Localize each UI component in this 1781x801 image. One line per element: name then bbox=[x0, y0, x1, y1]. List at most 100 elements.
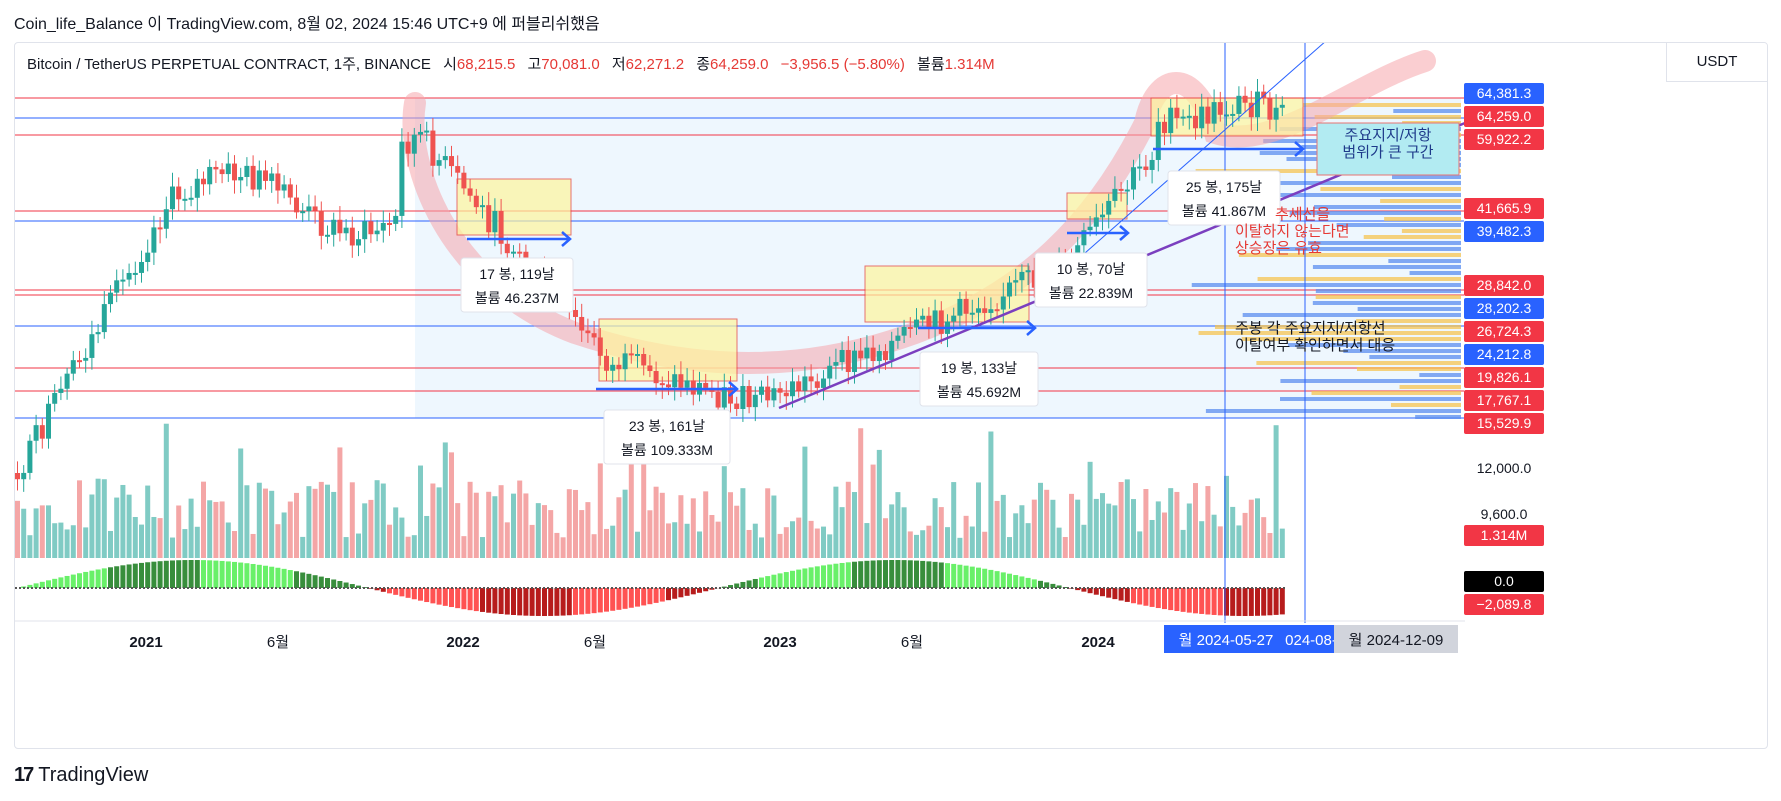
open-value: 68,215.5 bbox=[456, 56, 516, 73]
candle bbox=[312, 195, 318, 224]
tradingview-logo[interactable]: 17 TradingView bbox=[14, 764, 148, 787]
volume-bar bbox=[89, 494, 95, 558]
price-badge[interactable]: 1.314M bbox=[1464, 525, 1544, 546]
price-badge[interactable]: 59,922.2 bbox=[1464, 129, 1544, 150]
volume-bar bbox=[988, 431, 994, 558]
volume-bar bbox=[1081, 524, 1087, 558]
candle bbox=[132, 261, 138, 285]
volume-bar bbox=[449, 452, 454, 558]
volume-bar bbox=[387, 524, 392, 558]
currency-button[interactable]: USDT bbox=[1666, 43, 1767, 82]
osc-bar bbox=[982, 568, 988, 588]
candle bbox=[1174, 94, 1180, 129]
profile-bar bbox=[1320, 187, 1461, 191]
candle bbox=[325, 225, 330, 244]
price-badge[interactable]: 28,842.0 bbox=[1464, 275, 1544, 296]
volume-bar bbox=[715, 521, 721, 558]
range-box[interactable] bbox=[598, 318, 738, 382]
candle bbox=[790, 368, 795, 408]
candle bbox=[263, 160, 268, 190]
range-arrow bbox=[1067, 225, 1130, 241]
price-badge[interactable]: 28,202.3 bbox=[1464, 298, 1544, 319]
profile-bar bbox=[1384, 217, 1461, 221]
candle bbox=[994, 303, 1000, 318]
candle bbox=[914, 308, 919, 335]
candle bbox=[864, 335, 870, 371]
osc-bar bbox=[145, 562, 151, 588]
candle bbox=[256, 160, 262, 198]
chart-frame[interactable]: Bitcoin / TetherUS PERPETUAL CONTRACT, 1… bbox=[14, 42, 1768, 749]
date-badge-partial[interactable]: 024-08- bbox=[1285, 625, 1337, 653]
osc-bar bbox=[1162, 588, 1167, 610]
price-badge[interactable]: 41,665.9 bbox=[1464, 198, 1544, 219]
candle bbox=[895, 327, 901, 349]
candle bbox=[238, 167, 244, 194]
volume-bar bbox=[1273, 425, 1279, 558]
candle bbox=[380, 210, 386, 243]
volume-bar bbox=[188, 498, 194, 558]
volume-bar bbox=[1019, 505, 1025, 558]
price-badge[interactable]: 17,767.1 bbox=[1464, 390, 1544, 411]
candle bbox=[244, 157, 250, 187]
date-badge-2[interactable]: 월 2024-12-09 bbox=[1334, 625, 1458, 653]
candle bbox=[1025, 263, 1031, 286]
volume-bar bbox=[52, 523, 58, 558]
osc-bar bbox=[356, 585, 361, 588]
price-badge[interactable]: 19,826.1 bbox=[1464, 367, 1544, 388]
osc-bar bbox=[405, 588, 411, 598]
osc-bar bbox=[151, 561, 157, 588]
osc-bar bbox=[411, 588, 417, 600]
volume-bar bbox=[1248, 499, 1254, 558]
volume-bar bbox=[58, 522, 64, 558]
osc-bar bbox=[641, 588, 647, 606]
date-badge-1[interactable]: 월 2024-05-27 bbox=[1164, 625, 1288, 653]
osc-bar bbox=[628, 588, 634, 608]
price-badge[interactable]: 15,529.9 bbox=[1464, 413, 1544, 434]
osc-bar bbox=[194, 560, 200, 588]
volume-bar bbox=[560, 537, 566, 558]
candle bbox=[294, 184, 299, 219]
candle bbox=[1236, 86, 1242, 122]
price-badge[interactable]: −2,089.8 bbox=[1464, 594, 1544, 615]
range-box[interactable] bbox=[864, 265, 1030, 323]
profile-bar bbox=[1238, 253, 1461, 257]
osc-bar bbox=[306, 573, 312, 588]
candle bbox=[1031, 257, 1037, 298]
volume-bar bbox=[27, 535, 33, 558]
measure-line1: 10 봉, 70날 bbox=[1057, 261, 1126, 277]
change-value: −3,956.5 (−5.80%) bbox=[780, 56, 905, 73]
price-badge[interactable]: 0.0 bbox=[1464, 571, 1544, 592]
volume-bar bbox=[306, 486, 312, 558]
osc-bar bbox=[957, 564, 963, 588]
osc-bar bbox=[312, 575, 318, 588]
volume-bar bbox=[1236, 525, 1242, 558]
trendline-blue[interactable] bbox=[1084, 43, 1335, 254]
price-badge[interactable]: 64,259.0 bbox=[1464, 106, 1544, 127]
volume-bar bbox=[622, 489, 628, 558]
osc-bar bbox=[1081, 588, 1087, 592]
volume-bar bbox=[542, 505, 547, 558]
price-axis: 64,381.3 64,259.0 59,922.2 41,665.9 39,482.3… bbox=[1464, 43, 1567, 748]
osc-bar bbox=[864, 560, 870, 588]
candle bbox=[628, 344, 634, 364]
osc-bar bbox=[554, 588, 560, 616]
price-badge[interactable]: 26,724.3 bbox=[1464, 321, 1544, 342]
candle bbox=[1211, 89, 1217, 132]
price-badge[interactable]: 64,381.3 bbox=[1464, 83, 1544, 104]
volume-bar bbox=[1224, 475, 1229, 558]
range-box[interactable] bbox=[1066, 192, 1128, 220]
price-badge[interactable]: 39,482.3 bbox=[1464, 221, 1544, 242]
volume-bar bbox=[821, 526, 826, 558]
osc-bar bbox=[771, 574, 777, 588]
price-badge[interactable]: 24,212.8 bbox=[1464, 344, 1544, 365]
volume-bar bbox=[870, 464, 876, 558]
high-label: 고 bbox=[527, 56, 542, 73]
candle bbox=[480, 195, 485, 219]
symbol-title[interactable]: Bitcoin / TetherUS PERPETUAL CONTRACT, 1… bbox=[27, 56, 431, 73]
